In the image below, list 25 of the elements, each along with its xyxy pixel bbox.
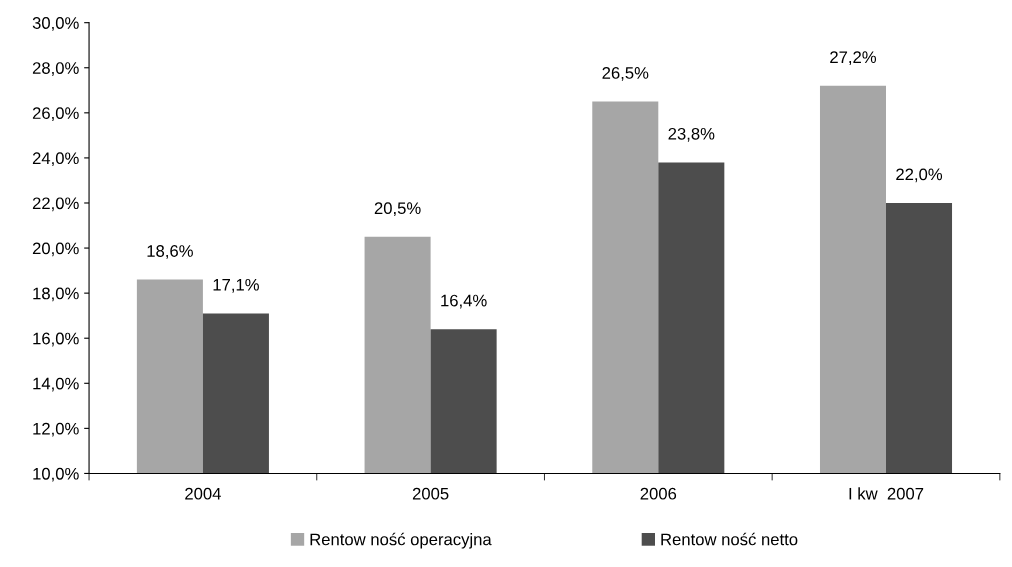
y-tick-label: 18,0% [33,287,79,302]
y-tick-label: 10,0% [33,467,79,482]
data-label: 20,5% [374,202,421,217]
y-tick-label: 12,0% [33,422,79,437]
y-tick-label: 20,0% [32,242,79,257]
data-label: 27,2% [830,51,877,66]
data-label: 18,6% [147,245,193,259]
x-tick-label: 2006 [640,487,677,500]
data-label: 26,5% [602,67,649,81]
y-tick-label: 14,0% [33,377,79,392]
data-label: 23,8% [668,127,715,142]
legend-label: Rentow ność netto [661,532,798,546]
y-tick-label: 24,0% [32,152,79,167]
data-label: 17,1% [213,278,259,293]
x-tick-label: 2004 [185,487,221,500]
data-label: 22,0% [896,168,943,183]
y-tick-label: 30,0% [32,17,79,31]
y-tick-label: 26,0% [32,107,79,121]
data-label: 16,4% [441,294,487,309]
y-tick-label: 22,0% [32,197,79,212]
legend-label: Rentow ność operacyjna [310,532,492,549]
y-tick-label: 28,0% [32,62,79,76]
x-tick-label: I kw 2007 [849,487,924,500]
y-tick-label: 16,0% [33,332,79,347]
x-tick-label: 2005 [412,487,449,500]
